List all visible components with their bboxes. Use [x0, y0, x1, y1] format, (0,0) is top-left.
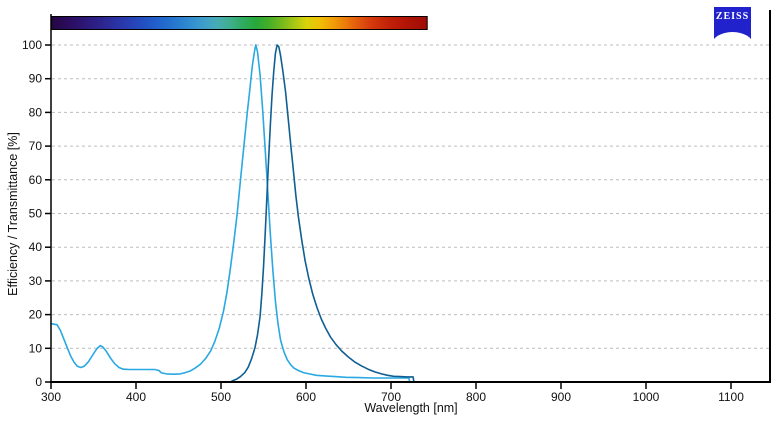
y-tick-label-10: 10 — [29, 341, 43, 355]
x-tick-label-300: 300 — [41, 390, 61, 404]
y-tick-label-90: 90 — [29, 72, 43, 86]
y-tick-label-50: 50 — [29, 207, 43, 221]
zeiss-logo: ZEISS — [714, 7, 751, 40]
y-tick-label-40: 40 — [29, 240, 43, 254]
x-tick-label-400: 400 — [126, 390, 146, 404]
y-tick-label-80: 80 — [29, 105, 43, 119]
x-tick-label-600: 600 — [296, 390, 316, 404]
excitation-spectrum-curve — [50, 44, 411, 383]
x-tick-label-1000: 1000 — [633, 390, 660, 404]
wavelength-spectrum-bar — [51, 16, 428, 30]
x-tick-label-900: 900 — [551, 390, 571, 404]
y-tick-label-100: 100 — [22, 38, 42, 52]
y-tick-label-20: 20 — [29, 308, 43, 322]
y-tick-label-70: 70 — [29, 139, 43, 153]
y-axis-title: Efficiency / Transmittance [%] — [6, 132, 20, 296]
x-tick-label-800: 800 — [466, 390, 486, 404]
x-tick-label-500: 500 — [211, 390, 231, 404]
x-tick-label-700: 700 — [381, 390, 401, 404]
y-tick-label-0: 0 — [35, 375, 42, 389]
y-tick-label-60: 60 — [29, 173, 43, 187]
zeiss-logo-lens-shape — [714, 32, 751, 40]
y-tick-label-30: 30 — [29, 274, 43, 288]
x-tick-label-1100: 1100 — [718, 390, 744, 404]
zeiss-logo-text: ZEISS — [715, 11, 750, 22]
emission-spectrum-curve — [231, 44, 415, 383]
x-axis-title: Wavelength [nm] — [364, 401, 458, 415]
